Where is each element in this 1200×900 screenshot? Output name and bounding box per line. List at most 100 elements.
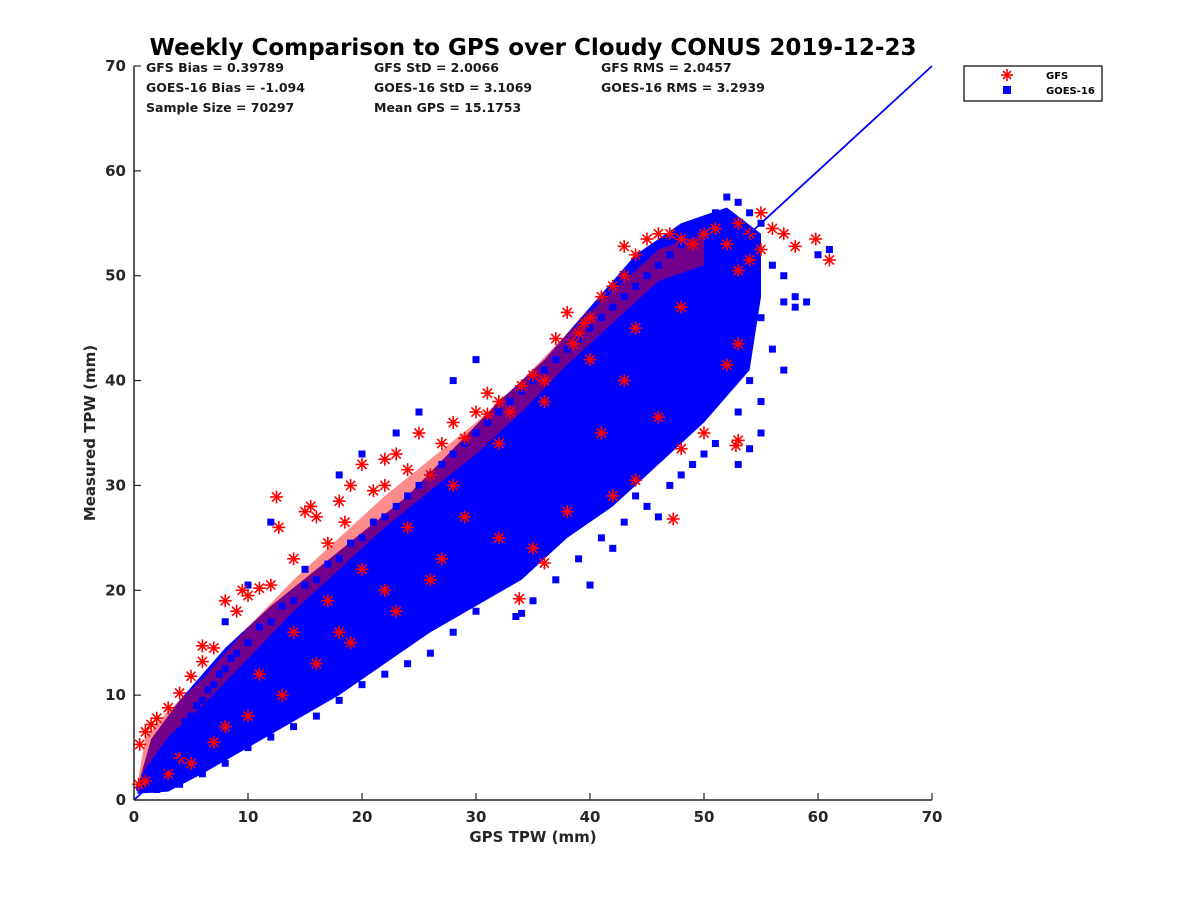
gfs-point (512, 592, 526, 606)
gfs-point (526, 541, 540, 555)
gfs-point-cloud-edge (137, 233, 705, 785)
goes-16-point (335, 696, 343, 704)
gfs-point (754, 206, 768, 220)
goes-16-point (632, 282, 640, 290)
y-axis-label: Measured TPW (mm) (81, 345, 99, 521)
legend-gfs-label: GFS (1046, 71, 1068, 82)
gfs-point (446, 478, 460, 492)
goes-16-point (666, 361, 674, 369)
goes-16-point (153, 759, 161, 767)
gfs-point (446, 416, 460, 430)
gfs-point (150, 711, 164, 725)
goes-16-point (768, 345, 776, 353)
goes-16-point (312, 576, 320, 584)
goes-16-point (244, 581, 252, 589)
goes-16-point-cloud (137, 207, 762, 794)
gfs-point (515, 379, 529, 393)
gfs-point (252, 667, 266, 681)
legend-goes-label: GOES-16 (1046, 86, 1095, 97)
gfs-point (594, 426, 608, 440)
gfs-point (423, 573, 437, 587)
goes-16-point (461, 523, 469, 531)
gfs-point (594, 290, 608, 304)
gfs-point (270, 490, 283, 504)
gfs-point (378, 452, 392, 466)
goes-16-point (301, 581, 309, 589)
gfs-point (731, 263, 745, 277)
gfs-point (184, 756, 198, 770)
gfs-point (309, 657, 323, 671)
goes-16-point (700, 450, 708, 458)
goes-16-point (153, 786, 161, 794)
goes-16-point (301, 649, 309, 657)
gfs-point (777, 227, 791, 241)
goes-16-point (552, 439, 560, 447)
goes-16-point (255, 691, 263, 699)
goes-16-point (187, 712, 195, 720)
x-tick-label: 20 (352, 808, 373, 826)
gfs-point (577, 316, 591, 330)
goes-16-point (404, 660, 412, 668)
goes-16-point (301, 565, 309, 573)
goes-16-point (586, 581, 594, 589)
goes-16-point (780, 272, 788, 280)
y-tick-label: 10 (105, 686, 126, 704)
goes-16-point (483, 419, 491, 427)
gfs-point (492, 395, 506, 409)
gfs-point (332, 625, 346, 639)
gfs-std-text: GFS StD = 2.0066 (374, 60, 499, 75)
legend-goes-marker (1003, 86, 1011, 94)
gfs-point (344, 636, 358, 650)
gfs-point (287, 552, 301, 566)
goes-16-point (267, 733, 275, 741)
gfs-point (275, 688, 289, 702)
goes-16-point (438, 460, 446, 468)
goes-16-point (381, 670, 389, 678)
gfs-point (272, 520, 286, 534)
y-tick-label: 0 (116, 791, 126, 809)
goes-16-point (512, 613, 520, 620)
goes-16-point (734, 408, 742, 416)
gfs-point (754, 243, 768, 256)
goes-16-point (392, 576, 400, 584)
gfs-point (492, 531, 506, 545)
gfs-point (822, 253, 836, 267)
gfs-point (469, 405, 483, 419)
goes-16-point (221, 665, 229, 673)
gfs-rms-text: GFS RMS = 2.0457 (601, 60, 732, 75)
gfs-point (674, 232, 688, 246)
x-tick-label: 0 (129, 808, 139, 826)
goes-16-point (358, 450, 366, 458)
goes-16-point (734, 324, 742, 332)
goes-16-point (210, 681, 218, 689)
goes-16-point (176, 780, 184, 788)
goes-16-point (540, 366, 548, 374)
goes-16-point (677, 471, 685, 479)
gfs-point (720, 237, 734, 251)
goes-16-point (552, 576, 560, 584)
gfs-point (252, 581, 266, 595)
goes-16-point (597, 408, 605, 416)
goes-16-point (666, 481, 674, 489)
gfs-bias-text: GFS Bias = 0.39789 (146, 60, 284, 75)
gfs-point (355, 457, 369, 471)
goes-16-point (290, 597, 298, 605)
goes-16-point (170, 733, 178, 741)
gfs-point (731, 216, 745, 230)
gfs-point (423, 468, 437, 482)
gfs-point (583, 311, 597, 325)
goes-16-point (689, 345, 697, 353)
goes-16-point (369, 518, 377, 526)
gfs-point (195, 655, 209, 669)
goes-16-point (176, 728, 184, 736)
goes-16-point (347, 613, 355, 620)
gfs-point (173, 686, 187, 700)
goes-bias-text: GOES-16 Bias = -1.094 (146, 80, 305, 95)
gfs-point (674, 442, 688, 456)
goes-16-point (358, 534, 366, 542)
gfs-point (629, 248, 643, 262)
gfs-point (389, 447, 403, 461)
goes-16-point (654, 513, 662, 521)
goes-16-point (563, 345, 571, 353)
x-tick-label: 60 (808, 808, 829, 826)
